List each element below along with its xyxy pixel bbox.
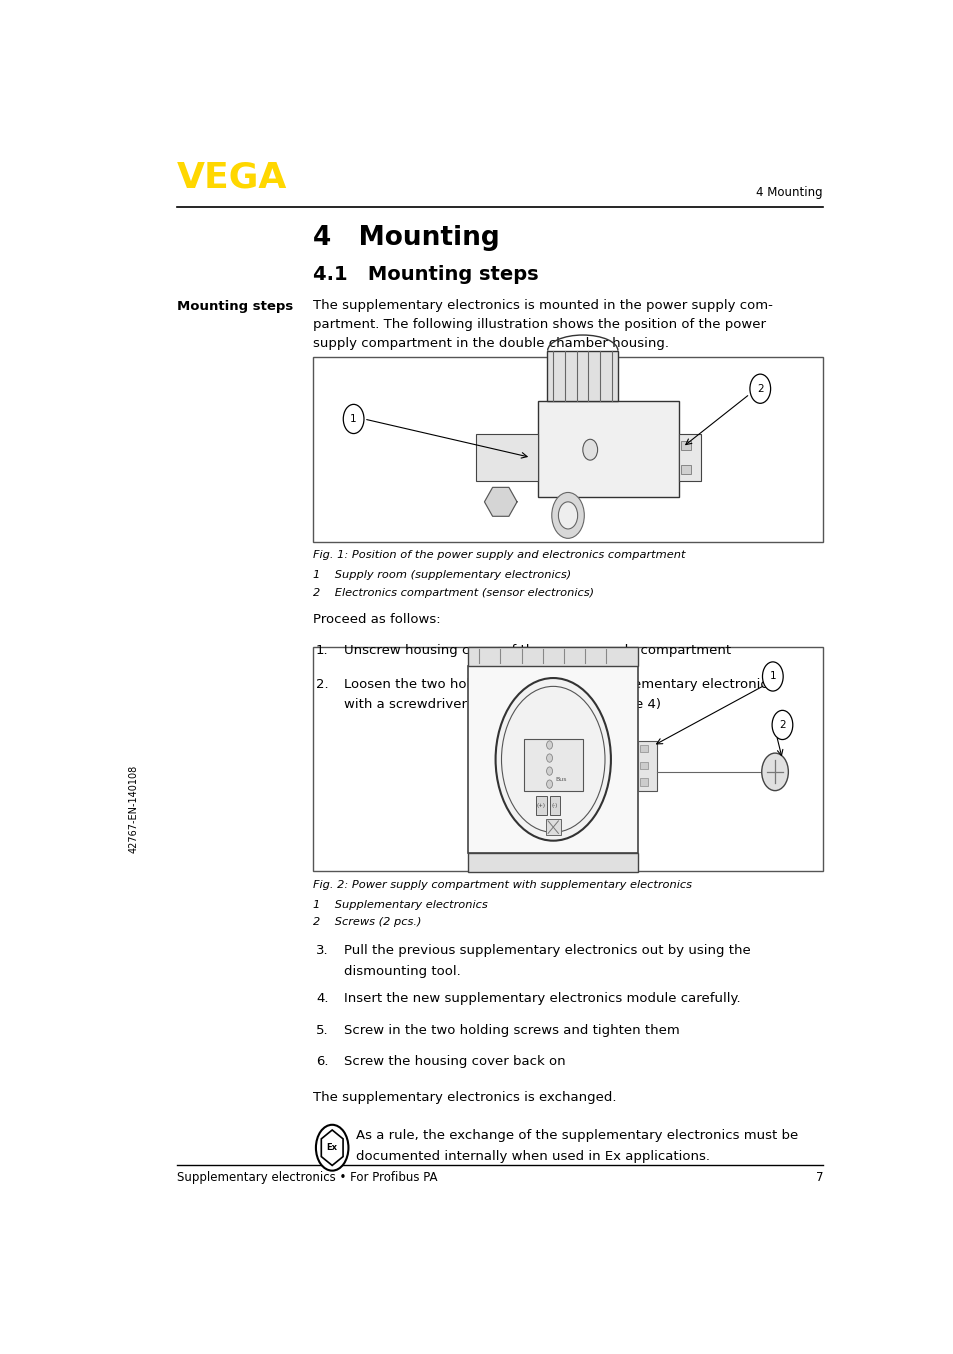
Bar [545,819,560,835]
Bar [468,853,638,872]
Bar [468,666,638,853]
Bar [639,745,647,753]
Circle shape [551,493,583,539]
Text: 6.: 6. [315,1055,328,1068]
Text: Bus: Bus [555,777,566,783]
Text: Pull the previous supplementary electronics out by using the: Pull the previous supplementary electron… [344,945,750,957]
Text: The supplementary electronics is mounted in the power supply com-: The supplementary electronics is mounted… [313,299,772,311]
Text: Insert the new supplementary electronics module carefully.: Insert the new supplementary electronics… [344,992,740,1006]
Circle shape [749,374,770,403]
Text: partment. The following illustration shows the position of the power: partment. The following illustration sho… [313,318,765,330]
Text: 2    Screws (2 pcs.): 2 Screws (2 pcs.) [313,917,421,927]
Text: 42767-EN-140108: 42767-EN-140108 [129,765,139,853]
Text: Loosen the two holding screws of the supplementary electronics: Loosen the two holding screws of the sup… [344,677,774,691]
Text: The supplementary electronics is exchanged.: The supplementary electronics is exchang… [313,1091,616,1105]
Text: 4   Mounting: 4 Mounting [313,225,499,250]
Text: As a rule, the exchange of the supplementary electronics must be: As a rule, the exchange of the supplemen… [355,1129,798,1141]
Circle shape [761,662,782,691]
Text: 1: 1 [350,414,356,424]
FancyBboxPatch shape [313,357,822,542]
Bar [680,464,690,474]
Circle shape [315,1125,348,1171]
Bar [639,779,647,785]
Text: 2    Electronics compartment (sensor electronics): 2 Electronics compartment (sensor electr… [313,588,594,598]
Text: Fig. 1: Position of the power supply and electronics compartment: Fig. 1: Position of the power supply and… [313,550,685,561]
Text: 4 Mounting: 4 Mounting [756,185,822,199]
Text: 1    Supplementary electronics: 1 Supplementary electronics [313,899,487,910]
Text: 1    Supply room (supplementary electronics): 1 Supply room (supplementary electronics… [313,570,571,580]
Bar [680,441,690,451]
FancyBboxPatch shape [313,647,822,872]
Text: dismounting tool.: dismounting tool. [344,965,460,979]
Text: with a screwdriver (Torx size T 10 or slot size 4): with a screwdriver (Torx size T 10 or sl… [344,699,660,711]
Text: 3.: 3. [315,945,328,957]
Bar [547,351,617,401]
Circle shape [771,711,792,739]
Text: Mounting steps: Mounting steps [176,301,293,313]
Circle shape [582,439,597,460]
Text: supply compartment in the double chamber housing.: supply compartment in the double chamber… [313,337,668,349]
Text: Screw in the two holding screws and tighten them: Screw in the two holding screws and tigh… [344,1024,679,1037]
Text: 1: 1 [769,672,776,681]
Text: 7: 7 [815,1171,822,1183]
Text: VEGA: VEGA [176,161,287,195]
Bar [638,741,656,791]
Text: 4.1   Mounting steps: 4.1 Mounting steps [313,264,538,283]
Circle shape [546,754,552,762]
Text: 2: 2 [779,720,785,730]
Bar [476,435,537,481]
Text: 5.: 5. [315,1024,328,1037]
Text: Supplementary electronics • For Profibus PA: Supplementary electronics • For Profibus… [176,1171,437,1183]
Circle shape [558,502,577,529]
Text: 2: 2 [756,383,762,394]
Circle shape [760,753,787,791]
Text: (+): (+) [537,803,545,808]
Circle shape [343,405,364,433]
Bar [536,796,546,815]
Polygon shape [484,487,517,516]
Bar [679,435,700,481]
Circle shape [546,741,552,749]
Text: documented internally when used in Ex applications.: documented internally when used in Ex ap… [355,1150,709,1163]
Text: Fig. 2: Power supply compartment with supplementary electronics: Fig. 2: Power supply compartment with su… [313,880,691,890]
Text: (-): (-) [551,803,558,808]
Text: 1.: 1. [315,645,328,657]
Text: Proceed as follows:: Proceed as follows: [313,613,440,626]
Circle shape [546,780,552,788]
Circle shape [546,766,552,776]
Bar [537,401,679,497]
Text: Ex: Ex [326,1143,337,1152]
Bar [639,762,647,769]
Text: Unscrew housing cover of the power supply compartment: Unscrew housing cover of the power suppl… [344,645,730,657]
Text: Screw the housing cover back on: Screw the housing cover back on [344,1055,565,1068]
Bar [468,647,638,666]
Text: 4.: 4. [315,992,328,1006]
Text: 2.: 2. [315,677,328,691]
Bar [523,738,582,791]
Bar [549,796,559,815]
Circle shape [495,678,610,841]
